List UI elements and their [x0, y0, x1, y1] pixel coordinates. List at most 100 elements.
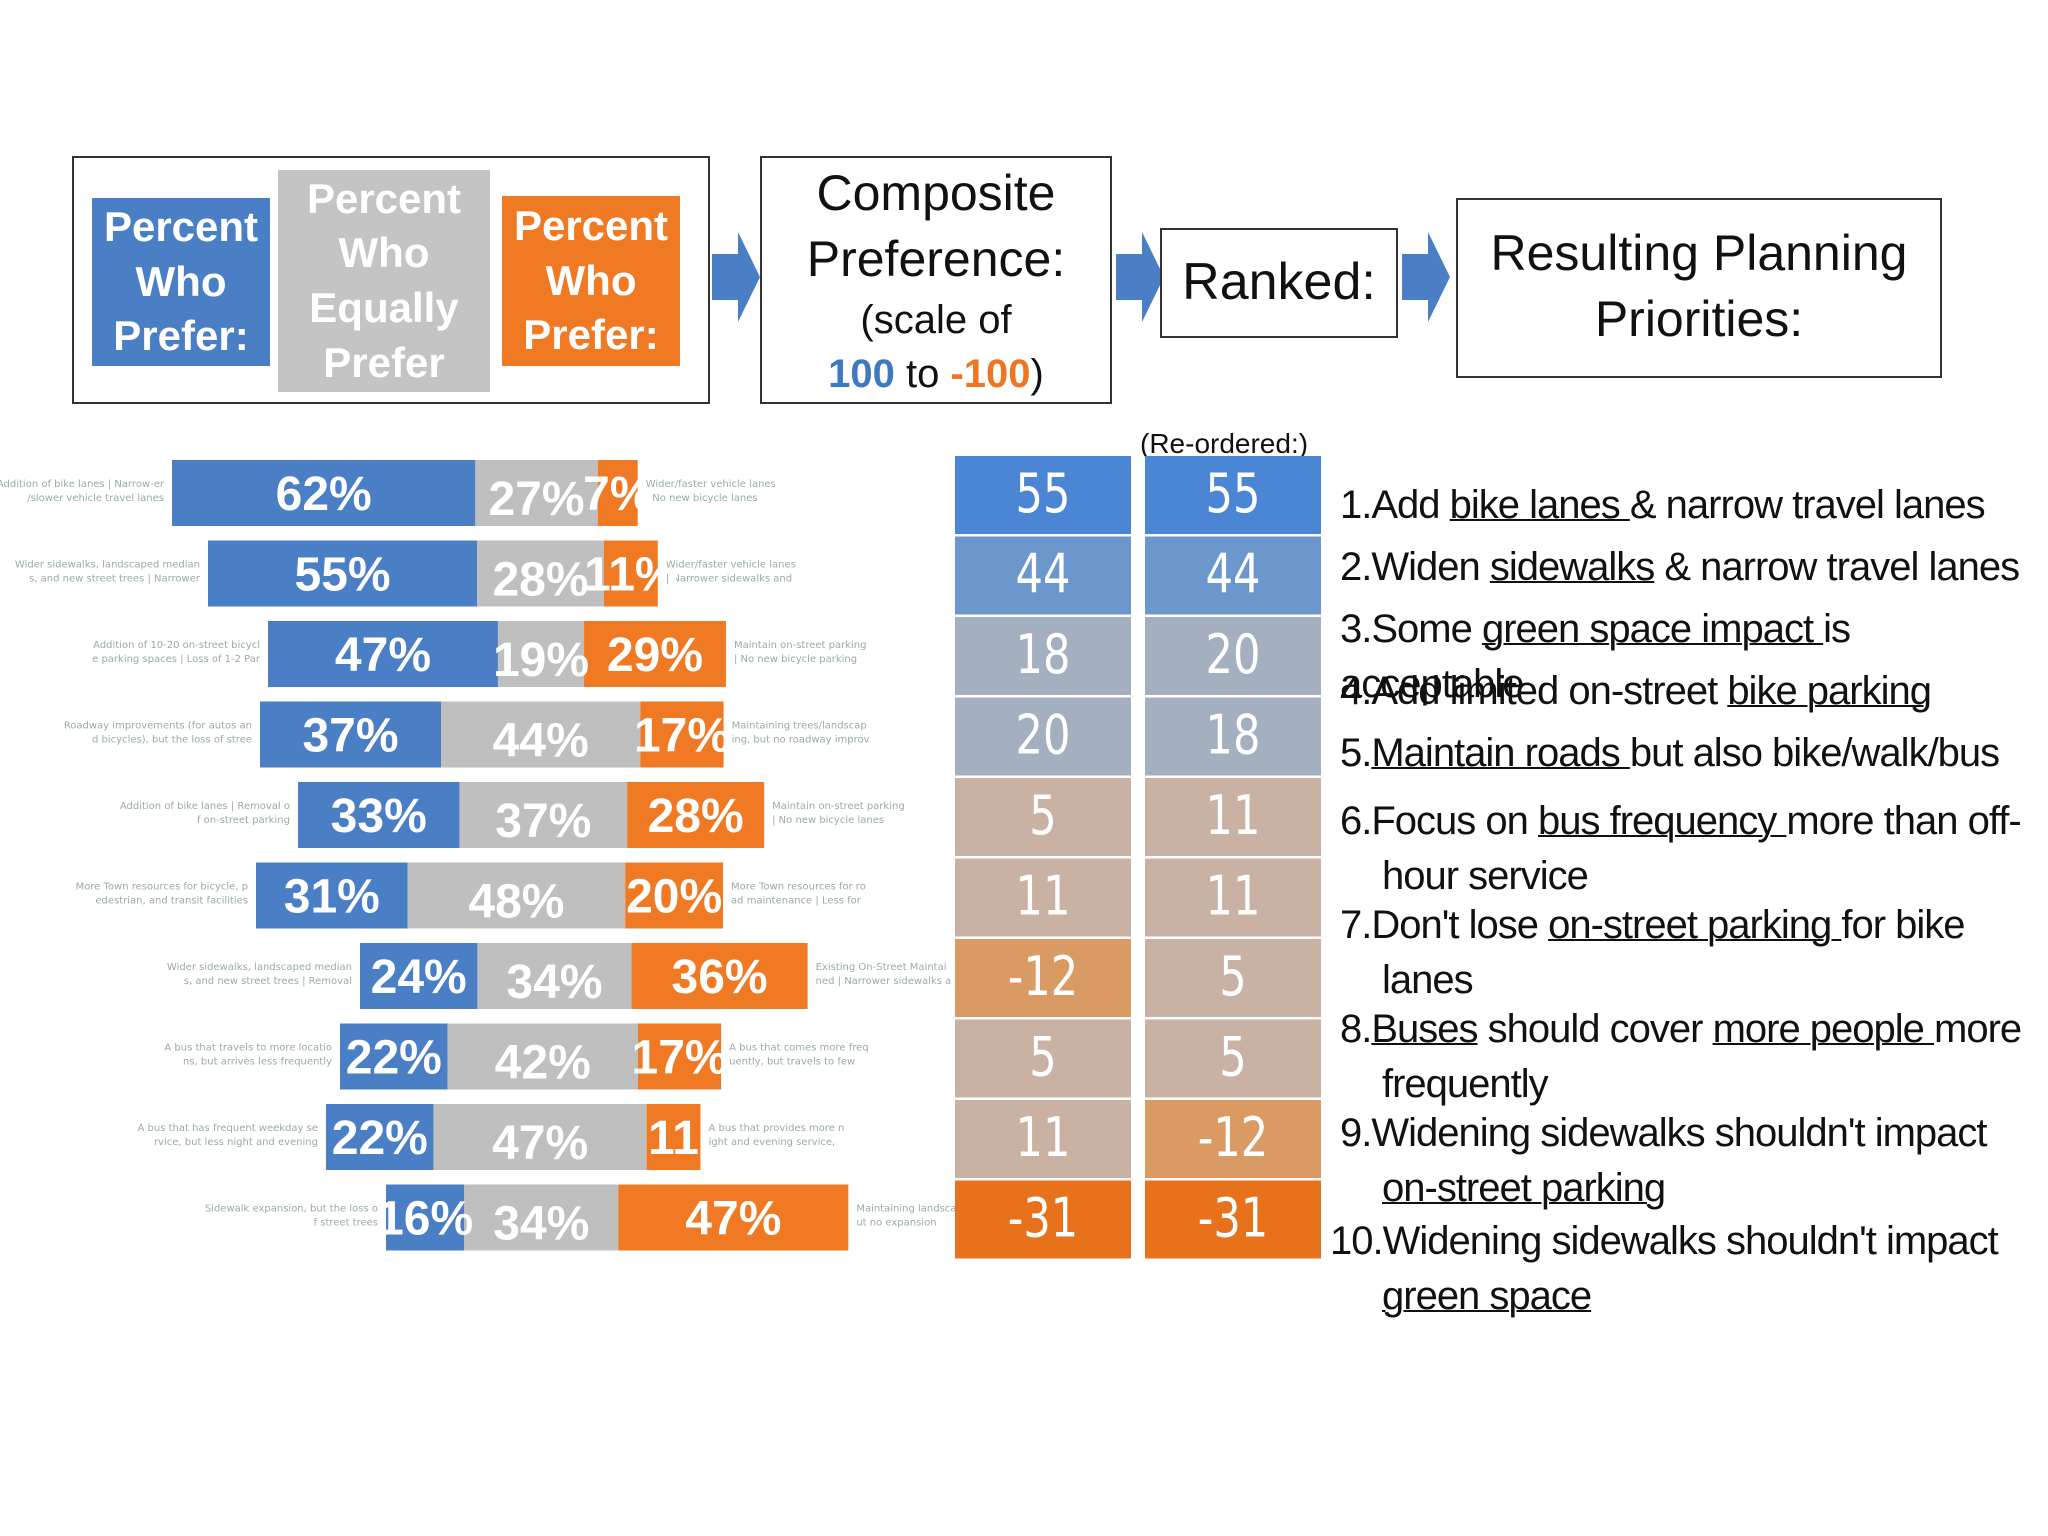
bar-blue: [208, 540, 478, 607]
reordered-cell: [1145, 1100, 1321, 1178]
row-right-label: Maintain on-street parking: [772, 801, 905, 812]
row-right-label: More Town resources for ro: [731, 882, 866, 893]
priority-number: 9.: [1340, 1111, 1372, 1155]
row-left-label-2: f on-street parking: [197, 815, 290, 826]
priority-keyword: bus frequency: [1538, 799, 1787, 843]
row-right-label-2: ut no expansion: [856, 1218, 936, 1229]
bar-gray: [477, 540, 604, 607]
bar-blue: [172, 460, 476, 526]
row-right-label-2: ight and evening service,: [708, 1137, 835, 1148]
bar-gray-label: 34%: [506, 956, 602, 1009]
bar-orange-label: 29%: [607, 629, 703, 682]
composite-cell: [955, 939, 1131, 1017]
priority-text: Focus on: [1371, 799, 1539, 843]
row-left-label: Sidewalk expansion, but the loss o: [205, 1204, 378, 1215]
bar-gray-label: 42%: [495, 1037, 591, 1090]
resulting-title-2: Priorities:: [1594, 291, 1804, 347]
row-right-label: Maintaining landscaping, b: [856, 1204, 991, 1215]
priority-keyword: more people: [1712, 1007, 1935, 1051]
reordered-value: 20: [1206, 623, 1261, 686]
bar-gray-label: 48%: [468, 876, 564, 929]
priority-number: 5.: [1340, 731, 1372, 775]
composite-cell: [955, 536, 1131, 615]
bar-orange-label: 11: [648, 1112, 699, 1165]
priority-item: 7. Don't lose on-street parking for bike…: [1340, 898, 2040, 1008]
bar-gray-label: 27%: [488, 473, 584, 526]
priority-continuation: green space: [1330, 1269, 2040, 1324]
bar-orange: [631, 943, 808, 1009]
row-right-label-2: | No new bicycle lanes: [646, 493, 758, 504]
bar-gray: [447, 1023, 638, 1090]
priority-keyword: sidewalks: [1489, 545, 1655, 589]
composite-cell: [955, 1180, 1131, 1259]
bar-blue-label: 31%: [284, 871, 380, 924]
reordered-label: (Re-ordered:): [1140, 428, 1309, 459]
arrow-right-icon: [1402, 232, 1450, 322]
ranked-label: Ranked:: [1182, 253, 1376, 311]
composite-scale-range: 100 to -100): [762, 352, 1110, 397]
composite-value: 44: [1016, 543, 1071, 606]
bar-blue: [260, 701, 442, 768]
row-right-label-2: uently, but travels to few: [729, 1057, 855, 1068]
composite-cell: [955, 858, 1131, 937]
priority-item: 1. Add bike lanes & narrow travel lanes: [1340, 478, 2040, 533]
reordered-value: -31: [1198, 1187, 1269, 1250]
row-left-label: More Town resources for bicycle, p: [76, 882, 248, 893]
arrow-right-icon: [712, 232, 760, 322]
priority-keyword: on-street parking: [1548, 903, 1842, 947]
reordered-value: -12: [1198, 1106, 1269, 1169]
bar-orange: [603, 540, 658, 607]
priority-item: 10. Widening sidewalks shouldn't impact g…: [1330, 1214, 2040, 1324]
composite-value: 11: [1016, 1106, 1071, 1169]
composite-value: -31: [1008, 1187, 1079, 1250]
bar-gray-label: 37%: [495, 795, 591, 848]
priority-item: 4. Add limited on-street bike parking: [1340, 664, 2040, 719]
priority-item: 5. Maintain roads but also bike/walk/bus: [1340, 726, 2040, 781]
bar-blue: [386, 1184, 465, 1251]
composite-value: 20: [1016, 704, 1071, 767]
priority-text: Widening sidewalks shouldn't impact: [1371, 1111, 1987, 1155]
reordered-cell: [1145, 778, 1321, 856]
priority-text: more: [1934, 1007, 2022, 1051]
priority-number: 10.: [1330, 1219, 1384, 1263]
reordered-cell: [1145, 858, 1321, 937]
bar-gray: [464, 1184, 619, 1251]
row-left-label-2: /slower vehicle travel lanes: [27, 493, 164, 504]
row-right-label-2: | No new bicycle lanes: [772, 815, 884, 826]
bar-blue: [340, 1023, 448, 1090]
priority-text: Widening sidewalks shouldn't impact: [1382, 1219, 1999, 1263]
row-left-label: Wider sidewalks, landscaped median: [167, 962, 352, 973]
bar-orange: [637, 1023, 722, 1090]
priority-text: should cover: [1477, 1007, 1713, 1051]
reordered-cell: [1145, 697, 1321, 776]
resulting-title-1: Resulting Planning: [1490, 225, 1908, 281]
priority-text: for bike: [1841, 903, 1965, 947]
row-left-label: Addition of bike lanes | Narrow-er: [0, 479, 165, 490]
bar-orange-label: 7%: [583, 468, 652, 521]
arrow-right-icon: [1116, 232, 1164, 322]
row-right-label: Maintaining trees/landscap: [732, 721, 867, 732]
priority-number: 3.: [1340, 607, 1372, 651]
bar-gray: [407, 862, 626, 929]
composite-scale-label: (scale of: [860, 298, 1012, 342]
reordered-value: 11: [1206, 784, 1261, 847]
priority-text: & narrow travel lanes: [1654, 545, 2020, 589]
row-left-label-2: s, and new street trees | Narrower: [29, 574, 201, 585]
row-right-label: Wider/faster vehicle lanes: [646, 479, 776, 490]
scale-to: to: [906, 352, 940, 396]
priority-text: Don't lose: [1371, 903, 1549, 947]
priority-keyword: on-street parking: [1382, 1166, 1666, 1211]
reordered-value: 11: [1206, 865, 1261, 928]
legend-orange-label: Percent Who Prefer:: [502, 196, 680, 366]
priority-keyword: Maintain roads: [1371, 731, 1630, 775]
bar-gray: [459, 782, 628, 848]
row-right-label-2: ned | Narrower sidewalks a: [816, 976, 952, 987]
composite-cell: [955, 617, 1131, 695]
bar-orange: [646, 1104, 701, 1170]
row-left-label: Wider sidewalks, landscaped median: [15, 560, 200, 571]
composite-cell: [955, 1100, 1131, 1178]
priority-continuation: frequently: [1340, 1057, 2040, 1112]
priority-text: Some: [1371, 607, 1482, 651]
priority-continuation: on-street parking: [1340, 1161, 2040, 1216]
bar-blue-label: 62%: [276, 468, 372, 521]
